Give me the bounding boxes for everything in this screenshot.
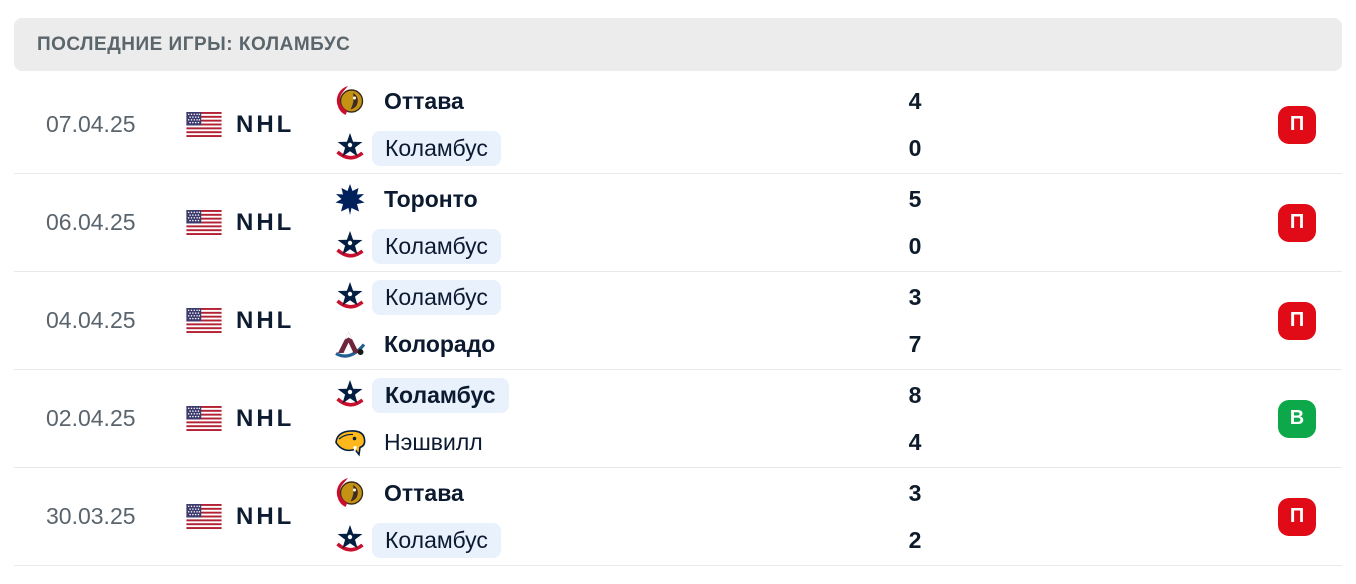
colorado-avalanche-logo-icon [333,327,367,361]
result-badge-loss[interactable]: П [1278,203,1316,242]
ottawa-senators-logo-icon [333,84,367,118]
match-row[interactable]: 06.04.25 NHL Торонто Коламбус 5 0 П [14,174,1342,272]
columbus-blue-jackets-logo-icon [333,280,367,314]
team-name-highlighted[interactable]: Коламбус [372,377,509,413]
team-line: Коламбус [333,518,501,562]
team-score: 4 [908,87,922,114]
team-score: 0 [908,232,922,259]
columbus-blue-jackets-logo-icon [333,229,367,263]
league-info: NHL [186,370,294,467]
team-name[interactable]: Оттава [384,479,464,506]
team-name-highlighted[interactable]: Коламбус [372,522,501,558]
ottawa-senators-logo-icon [333,476,367,510]
team-name[interactable]: Колорадо [384,330,496,357]
team-score: 8 [908,381,922,408]
columbus-blue-jackets-logo-icon [333,523,367,557]
league-name: NHL [236,110,295,138]
usa-flag-icon [186,406,222,431]
match-date: 02.04.25 [46,405,136,431]
team-line: Оттава [333,471,464,515]
league-name: NHL [236,404,295,432]
team-score: 3 [908,283,922,310]
team-score: 0 [908,134,922,161]
team-name[interactable]: Торонто [384,185,478,212]
league-info: NHL [186,174,294,271]
toronto-maple-leafs-logo-icon [333,182,367,216]
league-info: NHL [186,468,294,565]
match-date: 30.03.25 [46,503,136,529]
team-score: 2 [908,526,922,553]
league-name: NHL [236,208,295,236]
team-line: Коламбус [333,275,501,319]
league-name: NHL [236,502,295,530]
section-title: ПОСЛЕДНИЕ ИГРЫ: КОЛАМБУС [37,33,351,55]
league-info: NHL [186,76,294,173]
section-header: ПОСЛЕДНИЕ ИГРЫ: КОЛАМБУС [14,18,1342,71]
usa-flag-icon [186,504,222,529]
team-name-highlighted[interactable]: Коламбус [372,130,501,166]
usa-flag-icon [186,308,222,333]
usa-flag-icon [186,210,222,235]
team-name[interactable]: Нэшвилл [384,428,483,455]
league-name: NHL [236,306,295,334]
columbus-blue-jackets-logo-icon [333,378,367,412]
result-badge-loss[interactable]: П [1278,497,1316,536]
team-line: Оттава [333,79,464,123]
match-list: 07.04.25 NHL Оттава Коламбус 4 0 П 06.04… [14,76,1342,566]
match-row[interactable]: 04.04.25 NHL Коламбус Колорадо 3 7 П [14,272,1342,370]
columbus-blue-jackets-logo-icon [333,131,367,165]
result-badge-loss[interactable]: П [1278,105,1316,144]
match-row[interactable]: 02.04.25 NHL Коламбус Нэшвилл 8 4 В [14,370,1342,468]
result-badge-win[interactable]: В [1278,399,1316,438]
match-date: 07.04.25 [46,111,136,137]
team-line: Коламбус [333,126,501,170]
result-badge-loss[interactable]: П [1278,301,1316,340]
match-row[interactable]: 30.03.25 NHL Оттава Коламбус 3 2 П [14,468,1342,566]
match-date: 06.04.25 [46,209,136,235]
team-name-highlighted[interactable]: Коламбус [372,279,501,315]
match-date: 04.04.25 [46,307,136,333]
league-info: NHL [186,272,294,369]
team-name-highlighted[interactable]: Коламбус [372,228,501,264]
team-line: Колорадо [333,322,495,366]
team-score: 7 [908,330,922,357]
team-line: Торонто [333,177,478,221]
nashville-predators-logo-icon [333,425,367,459]
team-score: 3 [908,479,922,506]
team-score: 5 [908,185,922,212]
team-line: Коламбус [333,224,501,268]
team-score: 4 [908,428,922,455]
team-name[interactable]: Оттава [384,87,464,114]
team-line: Коламбус [333,373,509,417]
match-row[interactable]: 07.04.25 NHL Оттава Коламбус 4 0 П [14,76,1342,174]
last-games-widget: ПОСЛЕДНИЕ ИГРЫ: КОЛАМБУС 07.04.25 NHL От… [14,18,1342,566]
team-line: Нэшвилл [333,420,483,464]
usa-flag-icon [186,112,222,137]
